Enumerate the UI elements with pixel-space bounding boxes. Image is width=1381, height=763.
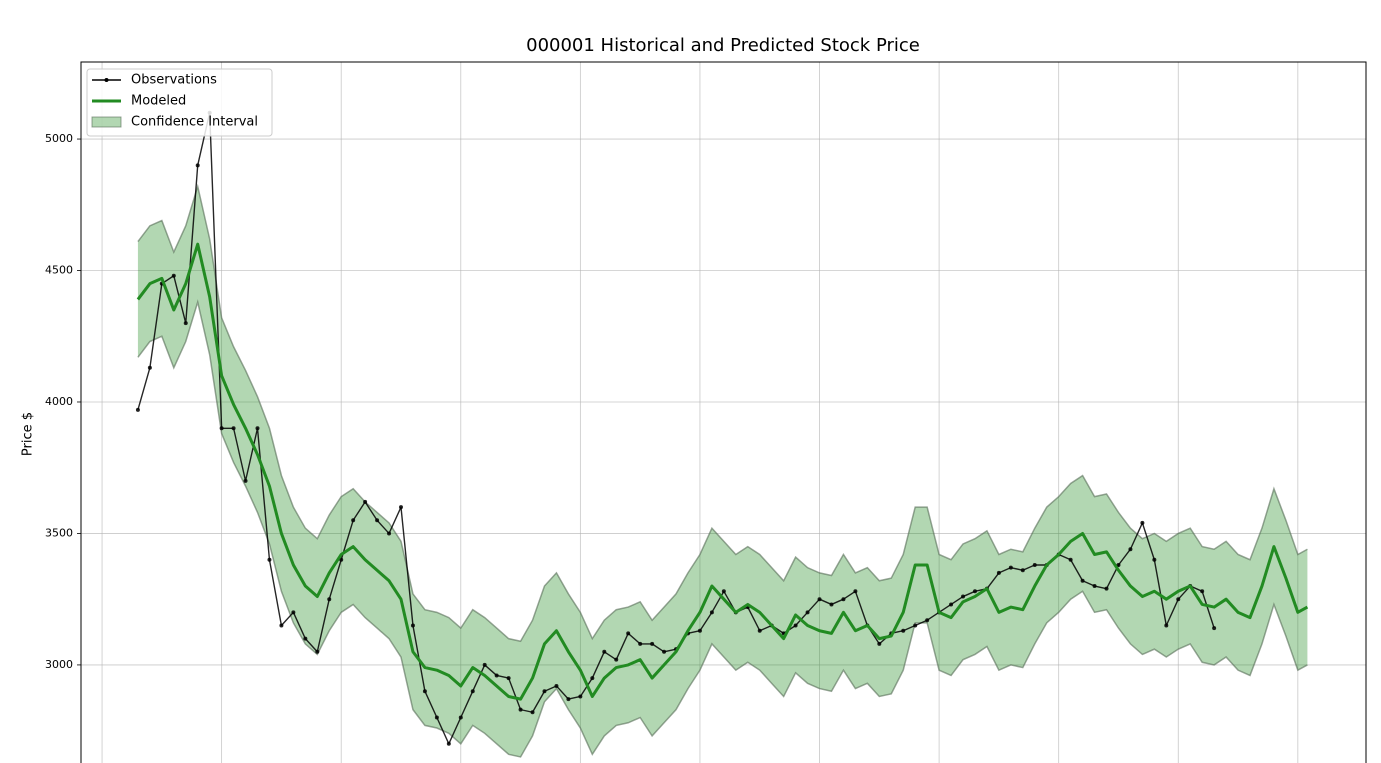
data-point <box>303 636 308 641</box>
data-point <box>614 657 619 662</box>
data-point <box>458 715 463 720</box>
data-point <box>578 694 583 699</box>
data-point <box>829 602 834 607</box>
data-point <box>1140 520 1145 525</box>
legend-marker <box>104 78 109 82</box>
data-point <box>375 518 380 523</box>
data-point <box>1020 568 1025 573</box>
data-point <box>1080 578 1085 583</box>
data-point <box>434 715 439 720</box>
data-point <box>972 589 977 594</box>
data-point <box>1032 563 1037 568</box>
data-point <box>506 676 511 681</box>
data-point <box>446 741 451 746</box>
data-point <box>410 623 415 628</box>
data-point <box>853 589 858 594</box>
confidence-edge <box>137 299 1308 758</box>
data-point <box>135 407 140 412</box>
y-tick-label: 4500 <box>45 264 73 277</box>
axes-frame <box>80 61 1367 763</box>
data-point <box>1068 557 1073 562</box>
data-point <box>327 597 332 602</box>
data-point <box>518 707 523 712</box>
data-point <box>1128 547 1133 552</box>
data-point <box>1212 626 1217 631</box>
data-point <box>1008 565 1013 570</box>
data-point <box>470 689 475 694</box>
confidence-band <box>137 186 1308 757</box>
legend-label: Confidence Interval <box>131 115 258 130</box>
data-point <box>793 623 798 628</box>
data-point <box>398 505 403 510</box>
plot-area <box>135 110 1309 758</box>
chart-title: 000001 Historical and Predicted Stock Pr… <box>526 35 920 56</box>
data-point <box>961 594 966 599</box>
data-point <box>183 321 188 326</box>
legend-box <box>86 68 273 137</box>
grid <box>81 62 1366 763</box>
data-point <box>482 662 487 667</box>
legend-label: Modeled <box>131 94 186 109</box>
data-point <box>243 478 248 483</box>
data-point <box>757 628 762 633</box>
data-point <box>147 365 152 370</box>
data-point <box>590 676 595 681</box>
legend: Observations Modeled Confidence Interval <box>86 68 273 137</box>
data-point <box>841 597 846 602</box>
data-point <box>709 610 714 615</box>
data-point <box>877 641 882 646</box>
y-tick-label: 3000 <box>45 658 73 671</box>
data-point <box>363 499 368 504</box>
data-point <box>530 710 535 715</box>
data-point <box>291 610 296 615</box>
data-point <box>566 697 571 702</box>
data-point <box>1200 589 1205 594</box>
y-axis-label: Price $ <box>21 412 36 456</box>
series-line <box>136 242 1309 701</box>
data-point <box>901 628 906 633</box>
data-point <box>697 628 702 633</box>
data-point <box>267 557 272 562</box>
data-point <box>494 673 499 678</box>
data-point <box>721 589 726 594</box>
y-tick-label: 3500 <box>45 526 73 539</box>
data-point <box>542 689 547 694</box>
confidence-edge <box>137 183 1308 643</box>
y-tick-label: 5000 <box>45 132 73 145</box>
data-point <box>554 683 559 688</box>
data-point <box>387 531 392 536</box>
data-point <box>805 610 810 615</box>
data-point <box>219 426 224 431</box>
y-tick-label: 4000 <box>45 395 73 408</box>
data-point <box>171 273 176 278</box>
data-point <box>195 163 200 168</box>
data-point <box>996 570 1001 575</box>
data-point <box>817 597 822 602</box>
data-point <box>315 649 320 654</box>
data-point <box>650 641 655 646</box>
data-point <box>602 649 607 654</box>
data-point <box>949 602 954 607</box>
data-point <box>422 689 427 694</box>
data-point <box>351 518 356 523</box>
data-point <box>662 649 667 654</box>
axes: 3000 3500 4000 4500 5000 <box>45 61 1367 763</box>
data-point <box>255 426 260 431</box>
data-point <box>626 631 631 636</box>
data-point <box>1092 584 1097 589</box>
data-point <box>925 618 930 623</box>
data-point <box>231 426 236 431</box>
data-point <box>279 623 284 628</box>
legend-swatch <box>91 116 122 128</box>
legend-label: Observations <box>131 73 217 88</box>
data-point <box>638 641 643 646</box>
data-point <box>1176 597 1181 602</box>
data-point <box>1104 586 1109 591</box>
data-point <box>913 623 918 628</box>
data-point <box>1164 623 1169 628</box>
data-point <box>1152 557 1157 562</box>
